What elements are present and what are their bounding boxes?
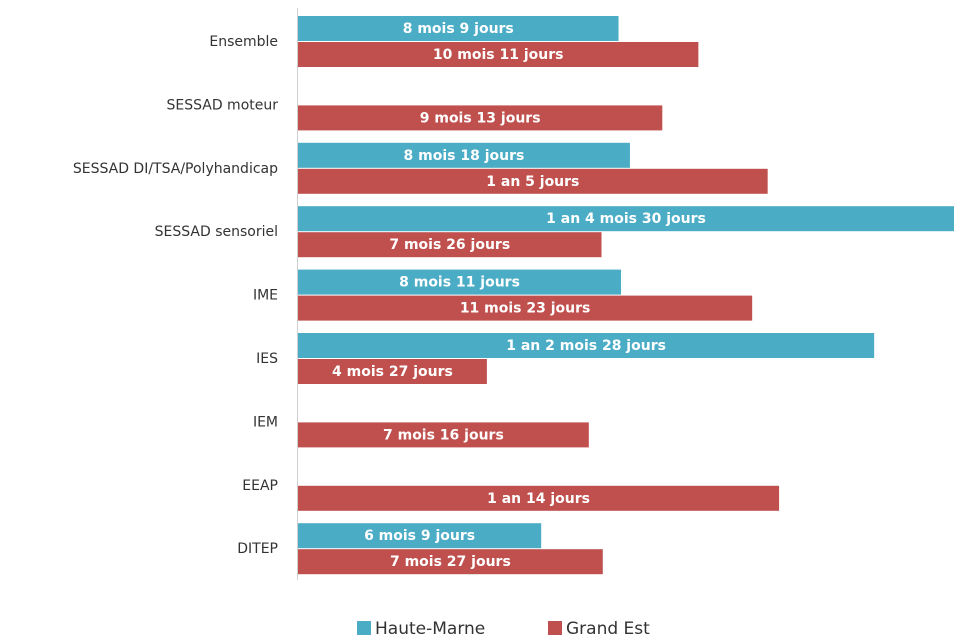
- value-label: 6 mois 9 jours: [364, 528, 475, 544]
- legend-swatch: [548, 621, 562, 635]
- category-label: EEAP: [242, 478, 278, 494]
- value-label: 8 mois 18 jours: [404, 148, 525, 164]
- bar: [298, 359, 487, 384]
- bar: [298, 105, 663, 131]
- value-label: 7 mois 26 jours: [389, 237, 510, 253]
- category-label: Ensemble: [209, 34, 278, 50]
- category-label: SESSAD DI/TSA/Polyhandicap: [73, 161, 278, 177]
- bar: [298, 295, 753, 321]
- value-label: 1 an 14 jours: [487, 491, 590, 507]
- bar: [298, 422, 589, 448]
- bar: [298, 485, 780, 511]
- value-label: 1 an 4 mois 30 jours: [546, 211, 706, 227]
- value-label: 8 mois 9 jours: [403, 21, 514, 37]
- bar: [298, 269, 622, 295]
- bar: [298, 333, 875, 358]
- bar: [298, 168, 768, 194]
- bar: [298, 42, 699, 67]
- value-label: 8 mois 11 jours: [399, 275, 520, 291]
- value-label: 1 an 5 jours: [486, 174, 579, 190]
- category-label: IES: [256, 351, 278, 367]
- value-label: 4 mois 27 jours: [332, 364, 453, 380]
- legend-swatch: [357, 621, 371, 635]
- bar: [298, 549, 603, 575]
- value-label: 7 mois 27 jours: [390, 554, 511, 570]
- value-label: 11 mois 23 jours: [460, 301, 591, 317]
- bar: [298, 232, 602, 258]
- bar: [298, 523, 542, 549]
- value-label: 7 mois 16 jours: [383, 427, 504, 443]
- bar: [298, 206, 954, 232]
- bar: [298, 16, 619, 41]
- value-label: 1 an 2 mois 28 jours: [506, 338, 666, 354]
- category-label: DITEP: [237, 541, 278, 557]
- value-label: 9 mois 13 jours: [420, 110, 541, 126]
- category-label: SESSAD moteur: [166, 97, 278, 113]
- category-label: IEM: [253, 414, 278, 430]
- category-label: IME: [253, 288, 278, 304]
- legend-label: Grand Est: [566, 619, 650, 637]
- bar: [298, 142, 630, 168]
- legend-label: Haute-Marne: [375, 619, 485, 637]
- value-label: 10 mois 11 jours: [433, 47, 564, 63]
- category-label: SESSAD sensoriel: [155, 224, 278, 240]
